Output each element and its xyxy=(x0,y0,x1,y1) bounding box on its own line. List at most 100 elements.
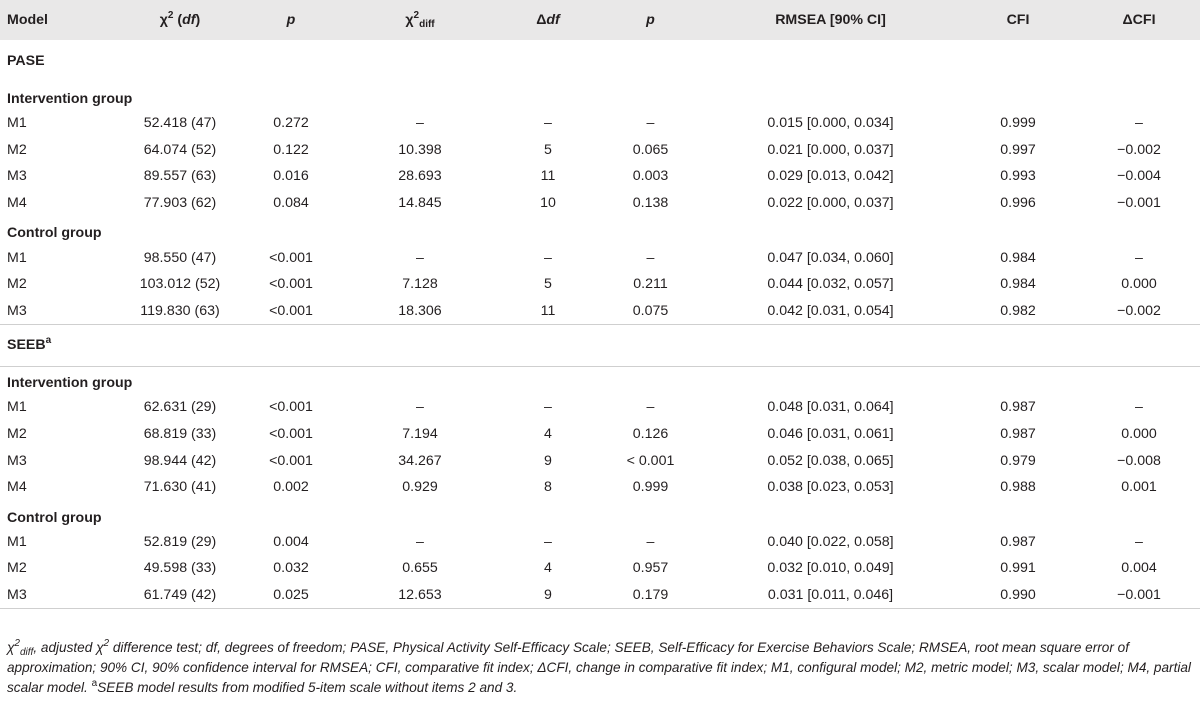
cell-chi2-diff: – xyxy=(416,399,424,416)
cell-delta-cfi: −0.002 xyxy=(1117,141,1161,158)
cell-rmsea: 0.038 [0.023, 0.053] xyxy=(767,479,894,496)
cell-chi2-df: 98.550 (47) xyxy=(143,249,217,266)
cell-delta-df: 4 xyxy=(544,426,552,443)
cell-delta-df: 8 xyxy=(544,479,552,496)
table-row: M4 71.630 (41) 0.002 0.929 8 0.999 0.038 [0.02… xyxy=(0,474,1200,501)
group-title: Control group xyxy=(7,509,102,526)
section-row: SEEBa xyxy=(0,323,1200,367)
cell-model: M3 xyxy=(0,297,120,325)
cell-cfi: 0.990 xyxy=(958,581,1078,609)
cell-cfi: 0.999 xyxy=(1000,115,1036,132)
cell-p-diff: 0.999 xyxy=(632,479,669,496)
cell-model: M3 xyxy=(7,452,27,469)
cell-rmsea: 0.042 [0.031, 0.054] xyxy=(703,297,958,325)
cell-chi2-diff: 14.845 xyxy=(398,195,442,212)
table-row: M2 49.598 (33) 0.032 0.655 4 0.957 0.032 [0.01… xyxy=(0,555,1200,582)
cell-cfi: 0.988 xyxy=(1000,479,1036,496)
cell-chi2-df: 61.749 (42) xyxy=(120,581,240,609)
table-row: M2 64.074 (52) 0.122 10.398 5 0.065 0.021 [0.0… xyxy=(0,137,1200,164)
cell-rmsea: 0.022 [0.000, 0.037] xyxy=(767,195,894,212)
table-row: M1 52.819 (29) 0.004 – – – 0.040 [0.022, 0.058… xyxy=(0,529,1200,556)
cell-chi2-diff: 0.655 xyxy=(402,560,438,577)
cell-p: 0.016 xyxy=(273,168,309,185)
cell-cfi: 0.991 xyxy=(1000,560,1036,577)
cell-delta-df: 5 xyxy=(544,276,552,293)
cell-cfi: 0.987 xyxy=(1000,426,1036,443)
cell-cfi: 0.984 xyxy=(1000,249,1036,266)
cell-cfi: 0.987 xyxy=(1000,533,1036,550)
cell-chi2-diff: – xyxy=(416,533,424,550)
group-row: Control group xyxy=(0,501,1200,529)
cell-chi2-diff: 12.653 xyxy=(342,581,498,609)
cell-delta-cfi: – xyxy=(1135,115,1143,132)
group-title: Intervention group xyxy=(7,91,133,107)
results-table: Model χ2 (df) p χ2diff Δdf p RMSEA [90% … xyxy=(0,0,1200,609)
group-title: Control group xyxy=(7,225,102,242)
cell-p-diff: – xyxy=(646,533,655,550)
cell-p-diff: 0.957 xyxy=(632,560,669,577)
cell-delta-cfi: −0.004 xyxy=(1117,168,1161,185)
cell-rmsea: 0.048 [0.031, 0.064] xyxy=(767,399,894,416)
cell-rmsea: 0.046 [0.031, 0.061] xyxy=(767,426,894,443)
cell-chi2-diff: 34.267 xyxy=(398,452,442,469)
header-delta-df: Δdf xyxy=(536,12,560,28)
cell-delta-cfi: −0.001 xyxy=(1117,195,1161,212)
cell-chi2-df: 64.074 (52) xyxy=(143,141,217,158)
cell-rmsea: 0.052 [0.038, 0.065] xyxy=(767,452,894,469)
cell-chi2-df: 103.012 (52) xyxy=(139,276,221,293)
cell-chi2-df: 98.944 (42) xyxy=(143,452,217,469)
section-title: PASE xyxy=(7,53,45,69)
cell-cfi: 0.997 xyxy=(1000,141,1036,158)
table-footnote: χ2diff, adjusted χ2 difference test; df,… xyxy=(7,638,1191,696)
header-model: Model xyxy=(7,12,48,28)
cell-cfi: 0.979 xyxy=(1000,452,1036,469)
cell-delta-cfi: 0.001 xyxy=(1121,479,1157,496)
cell-rmsea: 0.015 [0.000, 0.034] xyxy=(767,115,894,132)
cell-p-diff: < 0.001 xyxy=(626,452,675,469)
cell-delta-df: 10 xyxy=(540,195,556,212)
cell-p-diff: 0.179 xyxy=(598,581,703,609)
cell-delta-cfi: −0.002 xyxy=(1078,297,1200,325)
cell-chi2-df: 49.598 (33) xyxy=(143,560,217,577)
header-p-diff: p xyxy=(646,12,655,28)
header-rmsea: RMSEA [90% CI] xyxy=(775,12,886,28)
cell-cfi: 0.996 xyxy=(1000,195,1036,212)
cell-delta-cfi: 0.004 xyxy=(1121,560,1157,577)
cell-model: M1 xyxy=(7,533,27,550)
cell-delta-df: 5 xyxy=(544,141,552,158)
table-row: M1 52.418 (47) 0.272 – – – 0.015 [0.000, 0.034… xyxy=(0,110,1200,137)
cell-p: <0.001 xyxy=(269,426,313,443)
cell-p-diff: 0.211 xyxy=(633,276,668,293)
cell-model: M3 xyxy=(7,168,27,185)
cell-chi2-df: 119.830 (63) xyxy=(120,297,240,325)
table-row: M3 89.557 (63) 0.016 28.693 11 0.003 0.029 [0.… xyxy=(0,163,1200,190)
cell-model: M2 xyxy=(7,276,27,293)
cell-model: M1 xyxy=(7,399,27,416)
cell-p: 0.025 xyxy=(240,581,342,609)
table-row: M2 103.012 (52) <0.001 7.128 5 0.211 0.044 [0.… xyxy=(0,271,1200,298)
cell-p-diff: – xyxy=(646,399,655,416)
cell-delta-df: – xyxy=(544,533,552,550)
cell-delta-df: – xyxy=(544,399,552,416)
group-title: Intervention group xyxy=(7,375,133,392)
cell-p: 0.004 xyxy=(273,533,309,550)
cell-rmsea: 0.047 [0.034, 0.060] xyxy=(767,249,894,266)
cell-chi2-diff: 28.693 xyxy=(398,168,442,185)
cell-chi2-diff: 0.929 xyxy=(402,479,438,496)
cell-chi2-diff: 18.306 xyxy=(342,297,498,325)
cell-delta-cfi: −0.008 xyxy=(1117,452,1161,469)
cell-p: 0.122 xyxy=(273,141,309,158)
cell-cfi: 0.993 xyxy=(1000,168,1036,185)
cell-rmsea: 0.031 [0.011, 0.046] xyxy=(703,581,958,609)
section-row: PASE xyxy=(0,40,1200,82)
group-row: Intervention group xyxy=(0,82,1200,110)
cell-delta-cfi: – xyxy=(1135,533,1143,550)
table-header: Model χ2 (df) p χ2diff Δdf p RMSEA [90% … xyxy=(0,0,1200,40)
cell-p-diff: 0.075 xyxy=(598,297,703,325)
cell-chi2-diff: 7.128 xyxy=(402,276,438,293)
table-row: M1 62.631 (29) <0.001 – – – 0.048 [0.031, 0.06… xyxy=(0,394,1200,421)
cell-cfi: 0.984 xyxy=(1000,276,1036,293)
section-title: SEEBa xyxy=(0,323,1200,367)
header-delta-cfi: ΔCFI xyxy=(1122,12,1156,28)
